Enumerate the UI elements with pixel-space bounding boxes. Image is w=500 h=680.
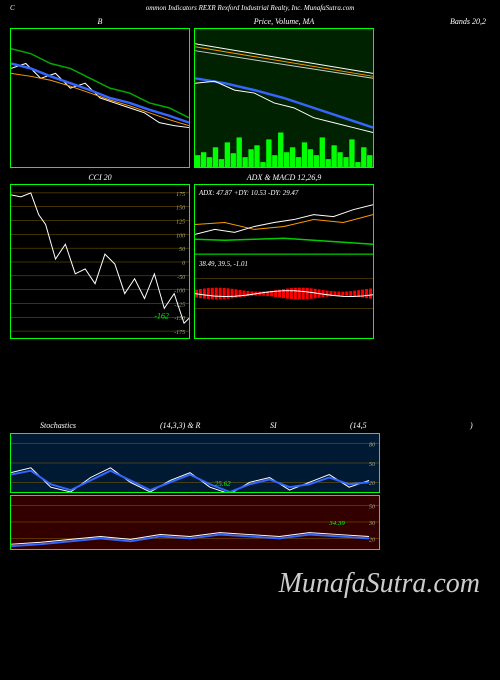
svg-text:50: 50 <box>369 462 375 468</box>
svg-text:34.39: 34.39 <box>328 520 345 527</box>
page-header: C ommon Indicators REXR Rexford Industri… <box>0 0 500 16</box>
svg-text:-100: -100 <box>174 289 185 295</box>
svg-text:20: 20 <box>369 537 375 543</box>
svg-text:38.49, 39.5, -1.01: 38.49, 39.5, -1.01 <box>198 261 248 268</box>
stoch-title-right: (14,5 <box>350 421 367 430</box>
chart-adx-title: ADX & MACD 12,26,9 <box>194 172 374 184</box>
stochastics-chart-2: 50 30 20 34.39 <box>10 495 380 550</box>
svg-text:175: 175 <box>176 192 185 198</box>
svg-text:125: 125 <box>176 220 185 226</box>
header-left: C <box>10 4 15 12</box>
stochastics-chart-1: 80 50 20 25.62 <box>10 433 380 493</box>
chart-b-title: B <box>10 16 190 28</box>
svg-text:-162: -162 <box>154 311 169 320</box>
chart-cci: 175150125100500-50-100-125-150-175-162 <box>10 184 190 339</box>
svg-text:-175: -175 <box>174 330 185 336</box>
svg-text:20: 20 <box>369 481 375 487</box>
chart-price <box>194 28 374 168</box>
svg-text:80: 80 <box>369 443 375 449</box>
chart-cci-title: CCI 20 <box>10 172 190 184</box>
stoch-title-left: Stochastics <box>40 421 76 430</box>
svg-text:30: 30 <box>368 521 375 527</box>
svg-text:ADX: 47.87 +DY: 10.53 -DY: 29.: ADX: 47.87 +DY: 10.53 -DY: 29.47 <box>198 190 299 197</box>
svg-text:50: 50 <box>179 247 185 253</box>
svg-text:-50: -50 <box>177 275 185 281</box>
bands-label: Bands 20,2 <box>378 16 490 28</box>
svg-text:25.62: 25.62 <box>215 481 231 488</box>
watermark: MunafaSutra.com <box>279 568 480 600</box>
svg-text:50: 50 <box>369 505 375 511</box>
chart-b <box>10 28 190 168</box>
stoch-title-far-right: ) <box>470 421 473 430</box>
svg-text:100: 100 <box>176 233 185 239</box>
chart-price-title: Price, Volume, MA <box>194 16 374 28</box>
chart-adx: ADX: 47.87 +DY: 10.53 -DY: 29.47 38.49, 3… <box>194 184 374 339</box>
stoch-title-mid2: SI <box>270 421 277 430</box>
svg-text:0: 0 <box>182 261 185 267</box>
stoch-title-mid: (14,3,3) & R <box>160 421 200 430</box>
svg-text:-125: -125 <box>174 302 185 308</box>
stochastics-header: Stochastics (14,3,3) & R SI (14,5 ) <box>0 419 500 433</box>
header-center: ommon Indicators REXR Rexford Industrial… <box>146 4 355 12</box>
svg-text:150: 150 <box>176 206 185 212</box>
